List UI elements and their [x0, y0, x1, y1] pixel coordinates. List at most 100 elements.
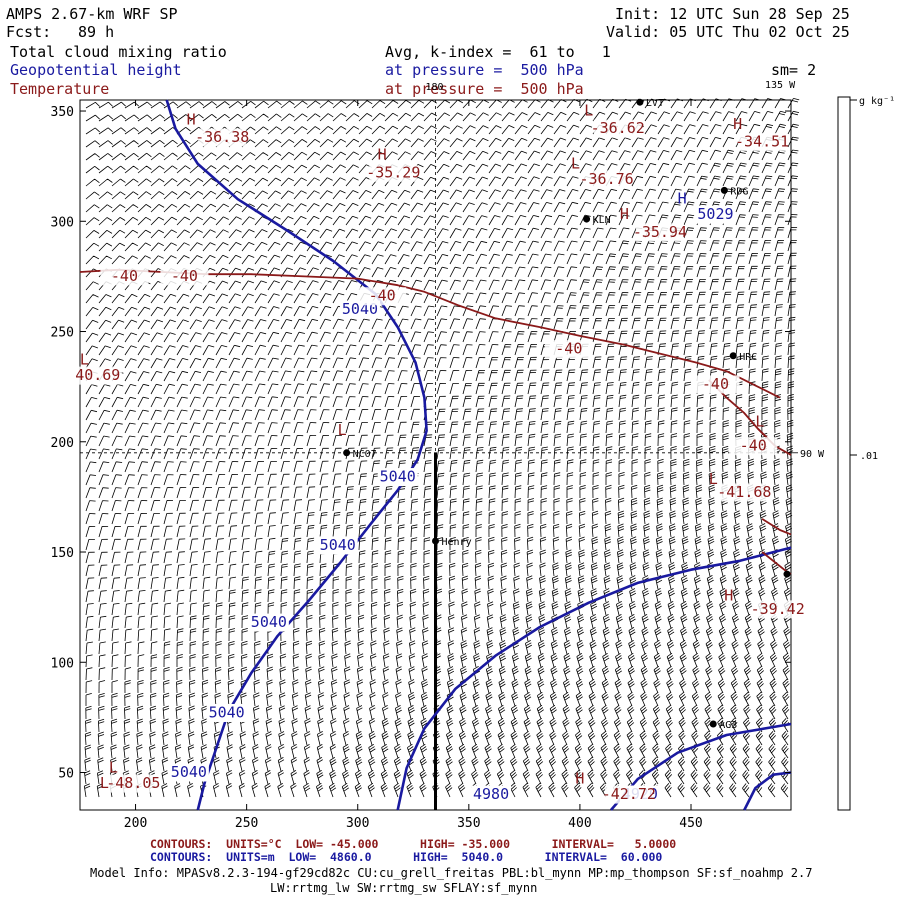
extrema-label: H — [733, 115, 742, 133]
height-contour-line — [165, 99, 428, 811]
label-halo — [635, 223, 684, 242]
y-tick-label: 300 — [51, 215, 74, 230]
y-tick-label: 200 — [51, 436, 74, 451]
colorbar-tick: .01 — [860, 451, 878, 462]
station-marker — [783, 570, 791, 578]
label-halo — [593, 119, 642, 138]
label-halo — [206, 703, 247, 722]
stations: KLN RDG HRC NC07 Henry AG3 LVT — [343, 98, 791, 731]
temperature-contour-label: -42.72 — [602, 785, 656, 803]
extrema-label: L — [709, 470, 718, 488]
height-contour-label: 5040 — [171, 763, 207, 781]
label-halo — [358, 287, 407, 306]
station-label: HRC — [739, 352, 757, 363]
wind-barb-field — [83, 98, 800, 798]
x-tick-label: 350 — [457, 816, 480, 831]
label-halo — [691, 375, 740, 394]
height-contour-label: 5029 — [697, 205, 733, 223]
station-label: KLN — [593, 215, 611, 226]
extrema-label: L — [338, 421, 347, 439]
meridian-label: 90 W — [800, 449, 825, 460]
extrema-label: H — [187, 110, 196, 128]
label-halo — [544, 340, 593, 359]
x-tick-label: 200 — [124, 816, 147, 831]
temperature-contour-label: -40 — [171, 267, 198, 285]
x-tick-label: 250 — [235, 816, 258, 831]
wind-barbs — [83, 98, 800, 798]
y-tick-label: 250 — [51, 326, 74, 341]
temperature-contour-label: -40 — [702, 375, 729, 393]
extrema-label: L — [571, 154, 580, 172]
station-label: RDG — [730, 186, 748, 197]
extrema-label: H — [724, 587, 733, 605]
station-label: Henry — [442, 537, 472, 548]
label-halo — [369, 163, 418, 182]
label-halo — [753, 600, 802, 619]
temperature-contour-label: -36.76 — [579, 170, 633, 188]
station-marker — [636, 98, 644, 106]
extrema-label: H — [678, 190, 687, 208]
temperature-contour-label: -40 — [555, 340, 582, 358]
y-tick-label: 350 — [51, 105, 74, 120]
meridian-label: 135 W — [765, 80, 796, 91]
station-marker — [583, 215, 591, 223]
temperature-contour-label: -34.51 — [735, 132, 789, 150]
label-halo — [604, 785, 653, 804]
label-halo — [109, 774, 158, 793]
height-contour-label: 5040 — [380, 468, 416, 486]
meridian-label: 180 — [426, 82, 444, 93]
contour-labels: 504050405040504050405040498049205029-40-… — [73, 102, 805, 804]
temperature-contour-label: -40 — [111, 267, 138, 285]
colorbar: g kg⁻¹ .01 — [837, 96, 895, 811]
temperature-contour-label: -40 — [740, 437, 767, 455]
extrema-label: H — [620, 205, 629, 223]
height-contour-label: 5040 — [251, 613, 287, 631]
x-tick-label: 300 — [346, 816, 369, 831]
temperature-contour-label: 40.69 — [75, 366, 120, 384]
x-tick-label: 400 — [568, 816, 591, 831]
station-marker — [720, 186, 728, 194]
label-halo — [317, 536, 358, 555]
label-halo — [377, 468, 418, 487]
station-label: NC07 — [353, 449, 377, 460]
temperature-contour-line — [761, 518, 792, 536]
map-grid: 180 135 W 90 W — [79, 80, 825, 811]
label-halo — [738, 132, 787, 151]
station-marker — [343, 449, 351, 457]
temperature-contour-label: -48.05 — [106, 774, 160, 792]
label-halo — [582, 170, 631, 189]
label-halo — [729, 437, 778, 456]
extrema-label: H — [378, 146, 387, 164]
colorbar-unit: g kg⁻¹ — [859, 96, 895, 107]
height-contour-label: 5040 — [320, 536, 356, 554]
extrema-label: H — [575, 770, 584, 788]
height-contour-line — [396, 546, 792, 811]
height-contour-line — [743, 771, 792, 811]
station-marker — [432, 537, 439, 545]
temperature-contour-label: -40 — [369, 287, 396, 305]
temperature-contour-label: -39.42 — [751, 600, 805, 618]
extrema-label: L — [584, 102, 593, 120]
axes: 200 250 300 350 400 450 50 100 150 200 250 300 350 — [51, 100, 791, 831]
temperature-contour-label: -36.38 — [195, 128, 249, 146]
label-halo — [100, 267, 149, 286]
temperature-contour-label: -36.62 — [591, 119, 645, 137]
label-halo — [73, 366, 122, 385]
station-label: AG3 — [719, 720, 737, 731]
label-halo — [198, 128, 247, 147]
label-halo — [160, 267, 209, 286]
temperature-contour-label: -41.68 — [717, 483, 771, 501]
label-halo — [695, 205, 736, 224]
extrema-label: L — [755, 412, 764, 430]
height-contour-label: 4980 — [473, 785, 509, 803]
y-tick-label: 150 — [51, 546, 74, 561]
extrema-label: L — [80, 351, 89, 369]
y-tick-label: 100 — [51, 656, 74, 671]
label-halo — [168, 763, 209, 782]
station-marker — [729, 352, 737, 360]
temperature-contour-label: -35.29 — [366, 163, 420, 181]
label-halo — [471, 785, 512, 804]
station-marker — [709, 720, 717, 728]
x-tick-label: 450 — [679, 816, 702, 831]
